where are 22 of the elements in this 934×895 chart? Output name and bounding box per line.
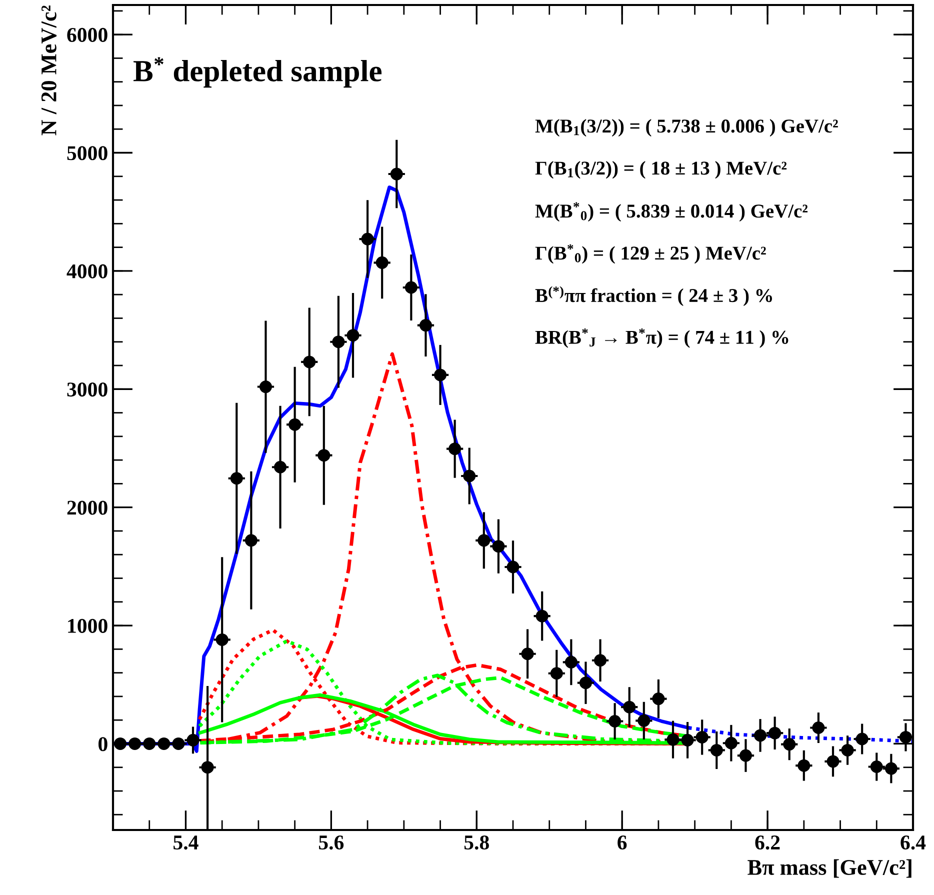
y-tick-label: 3000 [67,382,108,397]
x-tick-label: 6.2 [755,836,780,850]
y-tick-label: 6000 [67,28,108,42]
text: B$^{*}$ depleted sample [134,57,382,88]
x-axis-title: Bπ mass [GeV/c²] [748,859,912,878]
x-tick-label: 6.4 [900,836,926,850]
x-tick-label: 5.8 [464,835,489,850]
annotation: M(B$^{*}$$_{0}$) = ( 5.839 ± 0.014 ) GeV/c² [535,202,808,222]
x-tick-label: 5.6 [318,836,344,850]
annotation: M(B$_{1}$(3/2)) = ( 5.738 ± 0.006 ) GeV/c² [535,118,838,137]
y-tick-label: 5000 [67,146,108,160]
annotation: Γ(B$_{1}$(3/2)) = ( 18 ± 13 ) MeV/c² [535,161,787,179]
y-tick-label: 2000 [67,500,108,515]
annotation: BR(B$^{*}$$_{J}$ → B$^{*}$π) = ( 74 ± 11 ) % [535,328,788,348]
annotation: Γ(B$^{*}$$_{0}$) = ( 129 ± 25 ) MeV/c² [535,244,766,264]
x-tick-label: 5.4 [174,836,198,850]
y-tick-label: 0 [98,737,108,752]
annotation: B$^{(*)}$ππ fraction = ( 24 ± 3 ) % [535,286,772,306]
y-axis-title: N / 20 MeV/c² [41,6,57,136]
x-tick-label: 6 [618,836,627,850]
y-tick-label: 1000 [68,618,108,633]
y-tick-label: 4000 [66,264,108,278]
